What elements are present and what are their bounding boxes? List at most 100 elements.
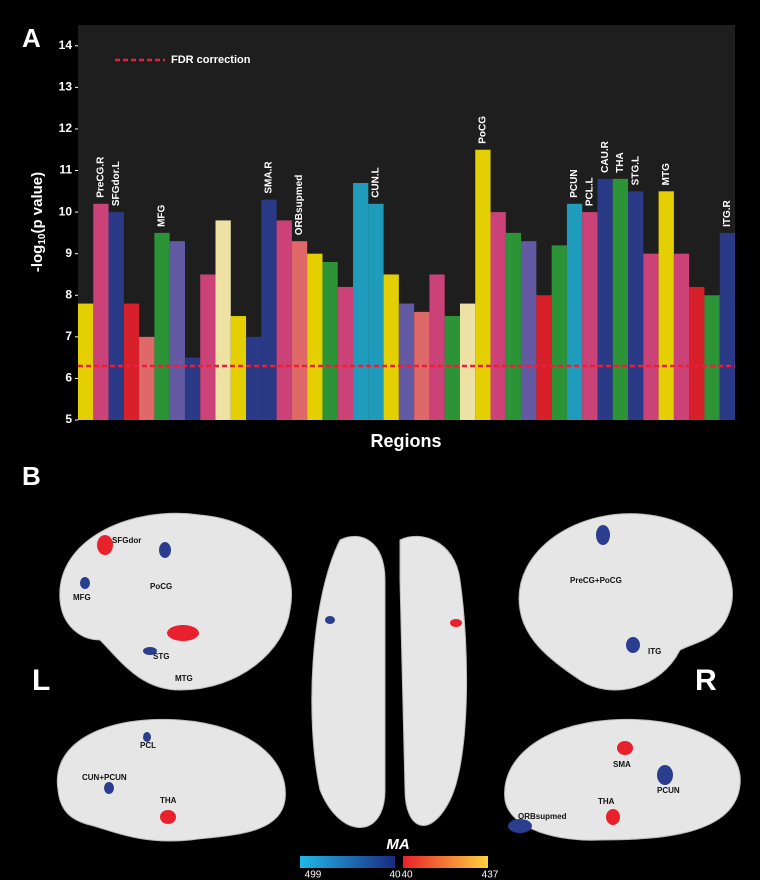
bar [261,199,277,420]
region-label: PCUN [569,169,580,197]
bar [291,241,308,420]
y-tick-label: 12 [59,121,73,135]
colorbar-title: MA [386,836,409,853]
y-tick-label: 7 [65,329,72,343]
region-label: ORBsupmed [518,812,567,821]
bar [475,149,491,420]
y-tick-label: 8 [65,287,72,301]
region-label: ITG.R [722,199,733,226]
region-label: MTG [661,163,672,185]
bar [307,253,323,420]
y-tick-label: 14 [59,38,73,52]
panel-label: B [22,461,41,491]
bar [566,203,583,420]
bar [597,178,613,420]
bar [78,303,94,420]
bar [154,232,170,420]
bar [215,220,231,420]
region-label: ITG [648,647,661,656]
bar [276,220,292,420]
bar [459,303,476,420]
colorbar-tick: 40 [401,870,413,880]
bar [490,212,506,420]
y-tick-label: 11 [59,163,72,177]
region-label: PreCG+PoCG [570,576,622,585]
bar [200,274,216,420]
region-label: THA [598,797,615,806]
region-label: SFGdor.L [111,161,122,206]
y-tick-label: 13 [59,80,73,94]
region-label: SMA [613,760,631,769]
region-label: STG [153,652,169,661]
hemisphere-label: R [695,664,717,697]
bar [536,295,552,420]
colorbar-tick: 437 [482,870,499,880]
region-label: CUN.L [371,167,382,198]
bar [673,253,690,420]
colorbar [300,856,395,868]
bar [429,274,445,420]
bar [108,212,124,420]
bar [337,286,354,420]
colorbar-tick: 40 [389,870,401,880]
bar [169,241,185,420]
hemisphere-label: L [32,664,50,697]
bar [414,311,430,420]
bar [444,316,460,420]
y-tick-label: 10 [59,204,73,218]
bar [398,303,415,420]
bar [322,262,338,420]
bar [230,316,247,420]
bar [719,232,735,420]
y-tick-label: 6 [65,371,72,385]
region-label: THA [615,152,626,173]
bar [123,303,140,420]
bar [139,336,155,420]
brain-views [56,512,741,842]
region-label: PCL [140,741,156,750]
y-label-part: (p value) [29,172,46,234]
bar [628,191,644,420]
bar [643,253,659,420]
region-label: SMA.R [264,161,275,194]
bar [582,212,598,420]
region-label: PreCG.R [96,156,107,198]
colorbar-tick: 499 [305,870,322,880]
y-axis-label: -log10(p value) [29,172,48,272]
x-axis-label: Regions [370,431,441,451]
region-label: MFG [73,593,91,602]
panel-label: A [22,23,41,53]
legend-label: FDR correction [171,54,251,66]
bar [612,178,629,420]
y-label-part: -log [29,245,46,273]
bar [246,336,262,420]
region-label: STG.L [630,156,641,185]
bar [521,241,537,420]
bar [368,203,384,420]
bar [551,245,567,420]
bar [505,232,522,420]
region-label: PCUN [657,786,680,795]
y-tick-label: 9 [65,246,72,260]
region-label: CUN+PCUN [82,773,127,782]
region-label: SFGdor [112,536,141,545]
region-label: ORBsupmed [294,175,305,236]
bar [93,203,109,420]
region-label: MFG [157,204,168,226]
bar [383,274,399,420]
bar [704,295,720,420]
region-label: PoCG [478,116,489,144]
colorbar [403,856,488,868]
bar [689,286,705,420]
bar [658,191,674,420]
y-label-part: 10 [37,233,48,245]
region-label: CAU.R [600,140,611,172]
region-label: PoCG [150,582,172,591]
region-label: MTG [175,674,193,683]
y-tick-label: 5 [65,412,72,426]
region-label: THA [160,796,177,805]
bar [353,183,369,420]
bar [184,357,201,420]
region-label: PCL.L [584,177,595,206]
